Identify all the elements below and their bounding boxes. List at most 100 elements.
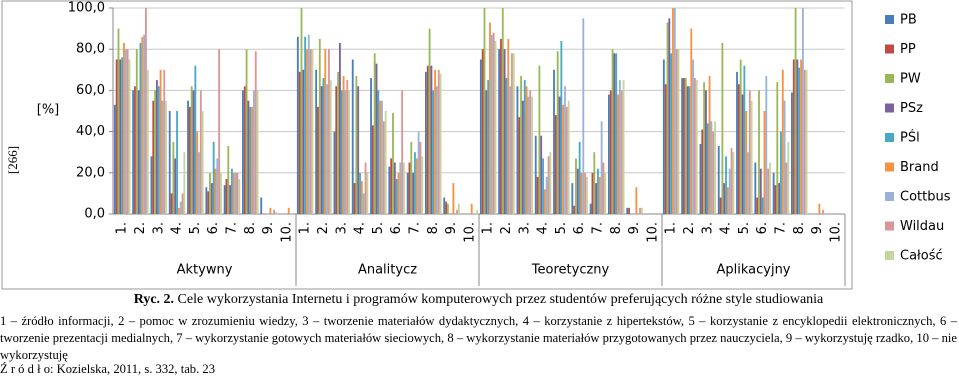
x-tick-label: 7. <box>773 222 788 234</box>
bar <box>549 152 552 214</box>
legend-swatch <box>885 103 894 113</box>
bar <box>135 49 138 215</box>
x-tick-label: 9. <box>627 222 642 234</box>
bar <box>337 71 340 214</box>
bar <box>602 162 605 214</box>
bar <box>362 193 365 214</box>
bar <box>503 49 506 215</box>
bar <box>498 49 501 215</box>
group-label: Teoretyczny <box>531 263 610 278</box>
x-tick-label: 9. <box>444 222 459 234</box>
bar <box>435 86 438 214</box>
x-tick-label: 4. <box>170 222 185 234</box>
bar <box>227 146 230 214</box>
bar <box>161 100 164 214</box>
group-label: Analitycz <box>358 263 417 278</box>
bar <box>690 28 693 214</box>
bar <box>748 90 751 214</box>
bar <box>207 191 210 214</box>
bar <box>172 141 175 214</box>
bar <box>608 94 610 214</box>
bar <box>254 51 257 215</box>
bar <box>346 80 349 214</box>
bar <box>379 100 382 214</box>
bar <box>311 49 314 215</box>
bar <box>124 49 127 215</box>
bar <box>640 207 643 214</box>
bar <box>754 162 757 214</box>
bar <box>128 59 131 214</box>
bar <box>234 172 237 214</box>
bar <box>591 172 594 214</box>
bar <box>673 8 676 214</box>
bar <box>304 36 307 215</box>
bar <box>139 43 142 214</box>
bar <box>220 172 222 214</box>
caption-title: Ryc. 2. Cele wykorzystania Internetu i p… <box>0 292 957 308</box>
bar <box>432 90 435 214</box>
bar <box>618 80 621 214</box>
bar <box>355 75 358 214</box>
bar <box>302 69 305 214</box>
x-tick-label: 5. <box>554 222 569 234</box>
legend-swatch <box>885 162 894 172</box>
bar <box>353 183 356 214</box>
bar <box>553 69 555 214</box>
bar <box>558 96 561 214</box>
bar <box>370 78 372 214</box>
bar <box>406 172 409 214</box>
bar <box>163 69 166 214</box>
bar <box>745 111 748 214</box>
bar <box>534 135 537 214</box>
bar <box>126 49 129 215</box>
y-tick-label: 20,0 <box>76 165 105 180</box>
x-tick-label: 4. <box>536 222 551 234</box>
bar <box>756 197 759 214</box>
bar <box>737 84 740 214</box>
bar <box>763 111 766 214</box>
bar <box>692 59 695 214</box>
bar <box>584 172 587 214</box>
bar <box>326 84 329 214</box>
bar <box>576 168 579 214</box>
x-tick-label: 10. <box>828 222 843 243</box>
x-tick-label: 10. <box>645 222 660 243</box>
legend-label: PB <box>900 13 917 28</box>
bar <box>662 59 665 214</box>
x-tick-label: 2. <box>316 222 331 234</box>
bar <box>315 69 318 214</box>
legend-swatch <box>885 15 894 24</box>
caption-label: Ryc. 2. <box>133 292 175 307</box>
bar <box>520 75 523 214</box>
x-tick-label: 8. <box>243 222 258 234</box>
bar <box>803 69 806 214</box>
bar <box>170 193 173 214</box>
bar <box>456 209 458 214</box>
legend-swatch <box>885 251 894 260</box>
bar <box>554 115 557 214</box>
bar <box>694 78 696 214</box>
bar <box>791 92 793 214</box>
x-tick-label: 8. <box>792 222 807 234</box>
x-tick-label: 1. <box>664 222 679 234</box>
x-tick-label: 4. <box>353 222 368 234</box>
bar <box>434 69 436 214</box>
bar <box>536 176 539 214</box>
bar <box>428 28 431 214</box>
x-tick-label: 1. <box>481 222 496 234</box>
bar <box>487 80 490 214</box>
bar <box>778 183 781 214</box>
bar <box>801 8 804 214</box>
bar <box>384 111 387 214</box>
bar <box>238 178 241 214</box>
bar <box>324 49 327 215</box>
bar <box>626 207 629 214</box>
bar <box>403 162 405 214</box>
bar <box>542 158 544 214</box>
bar <box>683 78 685 214</box>
bar <box>772 172 775 214</box>
bar <box>117 28 120 214</box>
bar <box>366 172 369 214</box>
bar <box>805 69 808 214</box>
bar <box>359 172 361 214</box>
